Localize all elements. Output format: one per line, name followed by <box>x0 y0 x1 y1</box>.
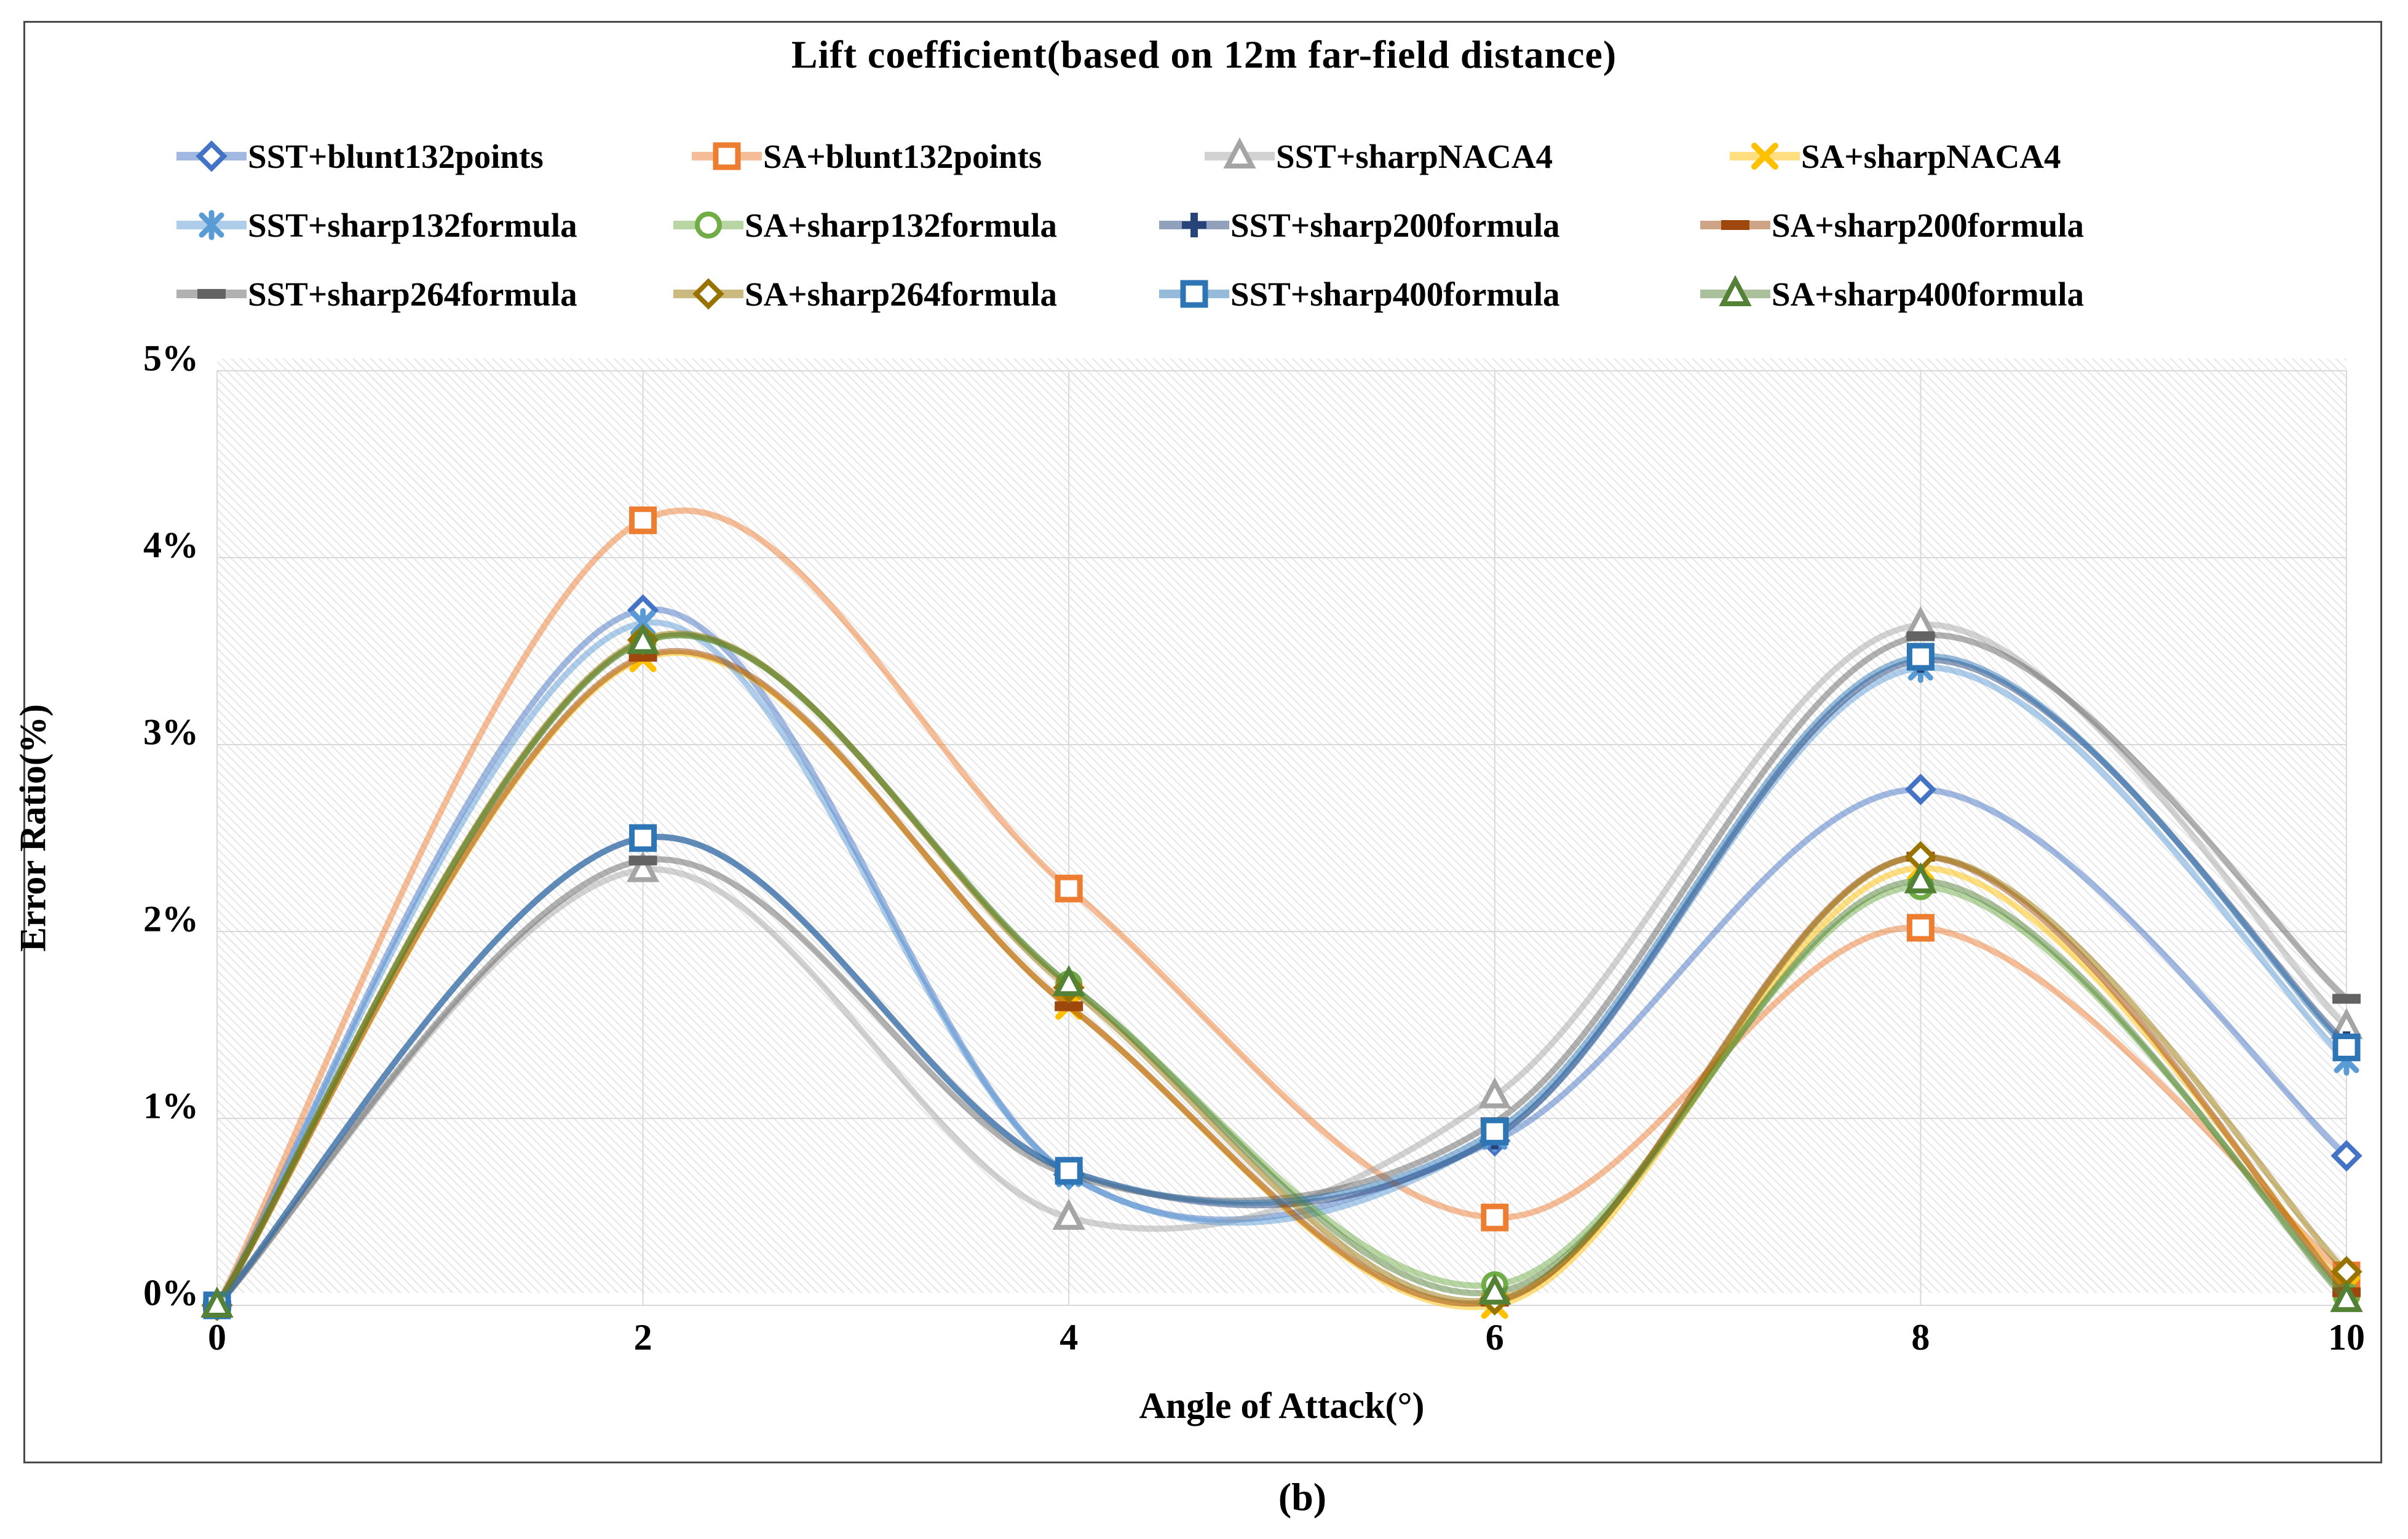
legend-item-SA+sharpNACA4: SA+sharpNACA4 <box>1729 125 2061 187</box>
legend-item-SA+sharp132formula: SA+sharp132formula <box>672 194 1057 256</box>
plot-area <box>217 358 2347 1293</box>
legend-row: SST+sharp264formula SA+sharp264formula SST… <box>175 259 2278 328</box>
legend-label: SA+sharp264formula <box>745 275 1058 313</box>
legend-item-SST+sharp400formula: SST+sharp400formula <box>1158 263 1560 325</box>
legend-item-SA+sharp400formula: SA+sharp400formula <box>1699 263 2084 325</box>
legend-item-SST+sharpNACA4: SST+sharpNACA4 <box>1203 125 1553 187</box>
series-SST+sharp132formula <box>204 607 2359 1321</box>
legend-item-SA+blunt132points: SA+blunt132points <box>691 125 1042 187</box>
legend-marker-plus-icon <box>1159 213 1229 237</box>
legend-item-SST+blunt132points: SST+blunt132points <box>175 125 544 187</box>
legend-label: SA+blunt132points <box>763 137 1042 175</box>
legend-label: SA+sharp200formula <box>1772 206 2085 244</box>
x-tick-label: 8 <box>1911 1317 1930 1358</box>
legend-marker-diamond-icon <box>673 278 743 310</box>
y-axis-title: Error Ratio(%) <box>12 704 53 952</box>
legend-marker-triangle-icon <box>1700 275 1770 306</box>
legend-label: SST+blunt132points <box>248 137 544 175</box>
legend-label: SST+sharp200formula <box>1230 206 1560 244</box>
gridlines <box>216 370 2347 1306</box>
legend-marker-square-icon <box>1159 280 1229 308</box>
legend-label: SST+sharp400formula <box>1230 275 1560 313</box>
legend-item-SST+sharp264formula: SST+sharp264formula <box>175 263 577 325</box>
x-tick-label: 0 <box>208 1317 226 1358</box>
y-tick-label: 3% <box>143 711 199 753</box>
plot-canvas <box>200 370 2363 1321</box>
legend-item-SA+sharp200formula: SA+sharp200formula <box>1699 194 2084 256</box>
legend-label: SST+sharp264formula <box>248 275 577 313</box>
y-tick-label: 4% <box>143 524 199 566</box>
chart-title: Lift coefficient(based on 12m far-field … <box>791 33 1617 76</box>
y-tick-label: 2% <box>143 898 199 940</box>
chart-legend: SST+blunt132points SA+blunt132points SST+s… <box>175 122 2278 328</box>
legend-marker-dash-icon <box>1700 220 1770 230</box>
x-axis-title: Angle of Attack(°) <box>1139 1385 1425 1426</box>
legend-marker-circle-icon <box>673 212 743 239</box>
x-tick-label: 4 <box>1059 1317 1079 1358</box>
x-tick-label: 6 <box>1485 1317 1504 1358</box>
legend-item-SST+sharp132formula: SST+sharp132formula <box>175 194 577 256</box>
legend-label: SST+sharp132formula <box>248 206 577 244</box>
legend-marker-dash-icon <box>176 289 247 299</box>
y-tick-label: 1% <box>143 1085 199 1126</box>
legend-marker-diamond-icon <box>176 140 247 172</box>
legend-marker-square-icon <box>692 142 762 170</box>
figure-caption: (b) <box>1278 1475 1327 1519</box>
legend-row: SST+blunt132points SA+blunt132points SST+s… <box>175 122 2278 191</box>
legend-marker-x-icon <box>1730 143 1800 170</box>
legend-label: SST+sharpNACA4 <box>1276 137 1553 175</box>
legend-item-SA+sharp264formula: SA+sharp264formula <box>672 263 1057 325</box>
legend-label: SA+sharp400formula <box>1772 275 2085 313</box>
y-tick-label: 0% <box>143 1272 199 1313</box>
legend-marker-asterisk-icon <box>176 210 247 240</box>
legend-label: SA+sharpNACA4 <box>1801 137 2061 175</box>
x-tick-label: 2 <box>633 1317 652 1358</box>
legend-label: SA+sharp132formula <box>745 206 1058 244</box>
legend-item-SST+sharp200formula: SST+sharp200formula <box>1158 194 1560 256</box>
series-SA+sharp400formula <box>200 623 2363 1318</box>
x-tick-label: 10 <box>2328 1317 2365 1358</box>
y-tick-label: 5% <box>143 338 199 379</box>
legend-marker-triangle-icon <box>1205 137 1275 168</box>
legend-row: SST+sharp132formula SA+sharp132formula SST… <box>175 191 2278 259</box>
